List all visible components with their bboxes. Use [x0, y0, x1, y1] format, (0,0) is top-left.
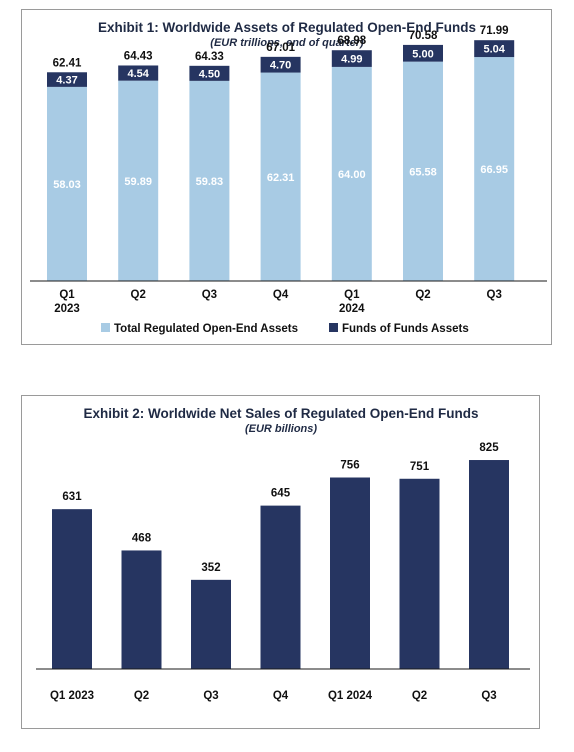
- label-net-sales-6: 825: [479, 442, 499, 454]
- x-tick-6: Q3: [487, 289, 502, 301]
- x-tick-year-4: 2024: [339, 303, 365, 315]
- x-tick-4: Q1: [344, 289, 360, 301]
- bar-fof-6: [474, 40, 515, 58]
- x-tick-year-0: 2023: [54, 303, 80, 315]
- x-tick-6: Q3: [481, 690, 496, 702]
- exhibit-1-chart: Exhibit 1: Worldwide Assets of Regulated…: [30, 20, 547, 335]
- exhibit-2-subtitle: (EUR billions): [245, 423, 317, 435]
- label-grand-total-4: 68.98: [337, 35, 366, 47]
- exhibit-1-legend: Total Regulated Open-End Assets Funds of…: [101, 323, 469, 335]
- x-tick-3: Q4: [273, 690, 289, 702]
- bar-net-sales-5: [399, 478, 440, 669]
- label-grand-total-6: 71.99: [480, 25, 509, 37]
- legend-swatch-fof: [329, 323, 338, 332]
- x-tick-2: Q3: [202, 289, 217, 301]
- label-total-0: 58.03: [53, 179, 81, 191]
- label-grand-total-5: 70.58: [409, 30, 438, 42]
- label-fof-5: 5.00: [412, 48, 433, 60]
- x-tick-5: Q2: [415, 289, 430, 301]
- bar-fof-2: [189, 65, 230, 81]
- x-tick-0: Q1 2023: [50, 690, 94, 702]
- exhibit-2-title: Exhibit 2: Worldwide Net Sales of Regula…: [83, 406, 478, 421]
- label-fof-3: 4.70: [270, 60, 291, 72]
- bar-fof-1: [118, 65, 159, 81]
- bar-net-sales-4: [330, 477, 370, 669]
- label-total-3: 62.31: [267, 172, 295, 184]
- label-total-4: 64.00: [338, 169, 366, 181]
- label-grand-total-2: 64.33: [195, 51, 224, 63]
- exhibit-1-subtitle: (EUR trillions, end of quarter): [210, 37, 364, 49]
- bar-net-sales-0: [52, 509, 92, 669]
- label-total-2: 59.83: [196, 176, 224, 188]
- label-fof-1: 4.54: [127, 68, 149, 80]
- label-fof-0: 4.37: [56, 75, 77, 87]
- label-fof-4: 4.99: [341, 54, 362, 66]
- exhibit-1-panel: Exhibit 1: Worldwide Assets of Regulated…: [21, 9, 552, 345]
- bar-total-0: [47, 86, 87, 281]
- bar-total-2: [189, 80, 230, 281]
- bar-total-4: [331, 66, 372, 281]
- bar-total-3: [260, 72, 301, 281]
- bar-net-sales-1: [121, 550, 162, 669]
- x-tick-1: Q2: [134, 690, 149, 702]
- label-grand-total-3: 67.01: [266, 42, 295, 54]
- exhibit-2-chart: Exhibit 2: Worldwide Net Sales of Regula…: [36, 406, 530, 702]
- label-grand-total-0: 62.41: [53, 57, 82, 69]
- legend-label-total: Total Regulated Open-End Assets: [114, 323, 298, 335]
- label-fof-2: 4.50: [199, 68, 220, 80]
- bar-total-6: [474, 57, 515, 282]
- label-grand-total-1: 64.43: [124, 50, 153, 62]
- label-fof-6: 5.04: [483, 44, 505, 56]
- label-net-sales-1: 468: [132, 532, 152, 544]
- bar-fof-0: [47, 72, 87, 87]
- bar-fof-4: [331, 50, 372, 67]
- label-total-6: 66.95: [480, 164, 508, 176]
- bar-total-1: [118, 80, 159, 281]
- label-net-sales-0: 631: [62, 491, 82, 503]
- label-total-1: 59.89: [124, 176, 152, 188]
- bar-fof-3: [260, 56, 301, 73]
- label-net-sales-2: 352: [201, 562, 220, 574]
- bar-net-sales-6: [469, 460, 509, 669]
- legend-label-fof: Funds of Funds Assets: [342, 323, 469, 335]
- exhibit-2-panel: Exhibit 2: Worldwide Net Sales of Regula…: [21, 395, 540, 729]
- x-tick-5: Q2: [412, 690, 427, 702]
- exhibit-1-title: Exhibit 1: Worldwide Assets of Regulated…: [98, 20, 476, 35]
- label-net-sales-3: 645: [271, 488, 291, 500]
- x-tick-4: Q1 2024: [328, 690, 373, 702]
- bar-fof-5: [403, 44, 443, 62]
- x-tick-2: Q3: [203, 690, 218, 702]
- bar-net-sales-2: [191, 579, 231, 669]
- label-total-5: 65.58: [409, 166, 437, 178]
- x-tick-3: Q4: [273, 289, 289, 301]
- label-net-sales-5: 751: [410, 461, 430, 473]
- bar-total-5: [403, 61, 443, 281]
- x-tick-0: Q1: [59, 289, 75, 301]
- bar-net-sales-3: [260, 505, 301, 669]
- label-net-sales-4: 756: [340, 460, 359, 472]
- x-tick-1: Q2: [131, 289, 146, 301]
- legend-swatch-total: [101, 323, 110, 332]
